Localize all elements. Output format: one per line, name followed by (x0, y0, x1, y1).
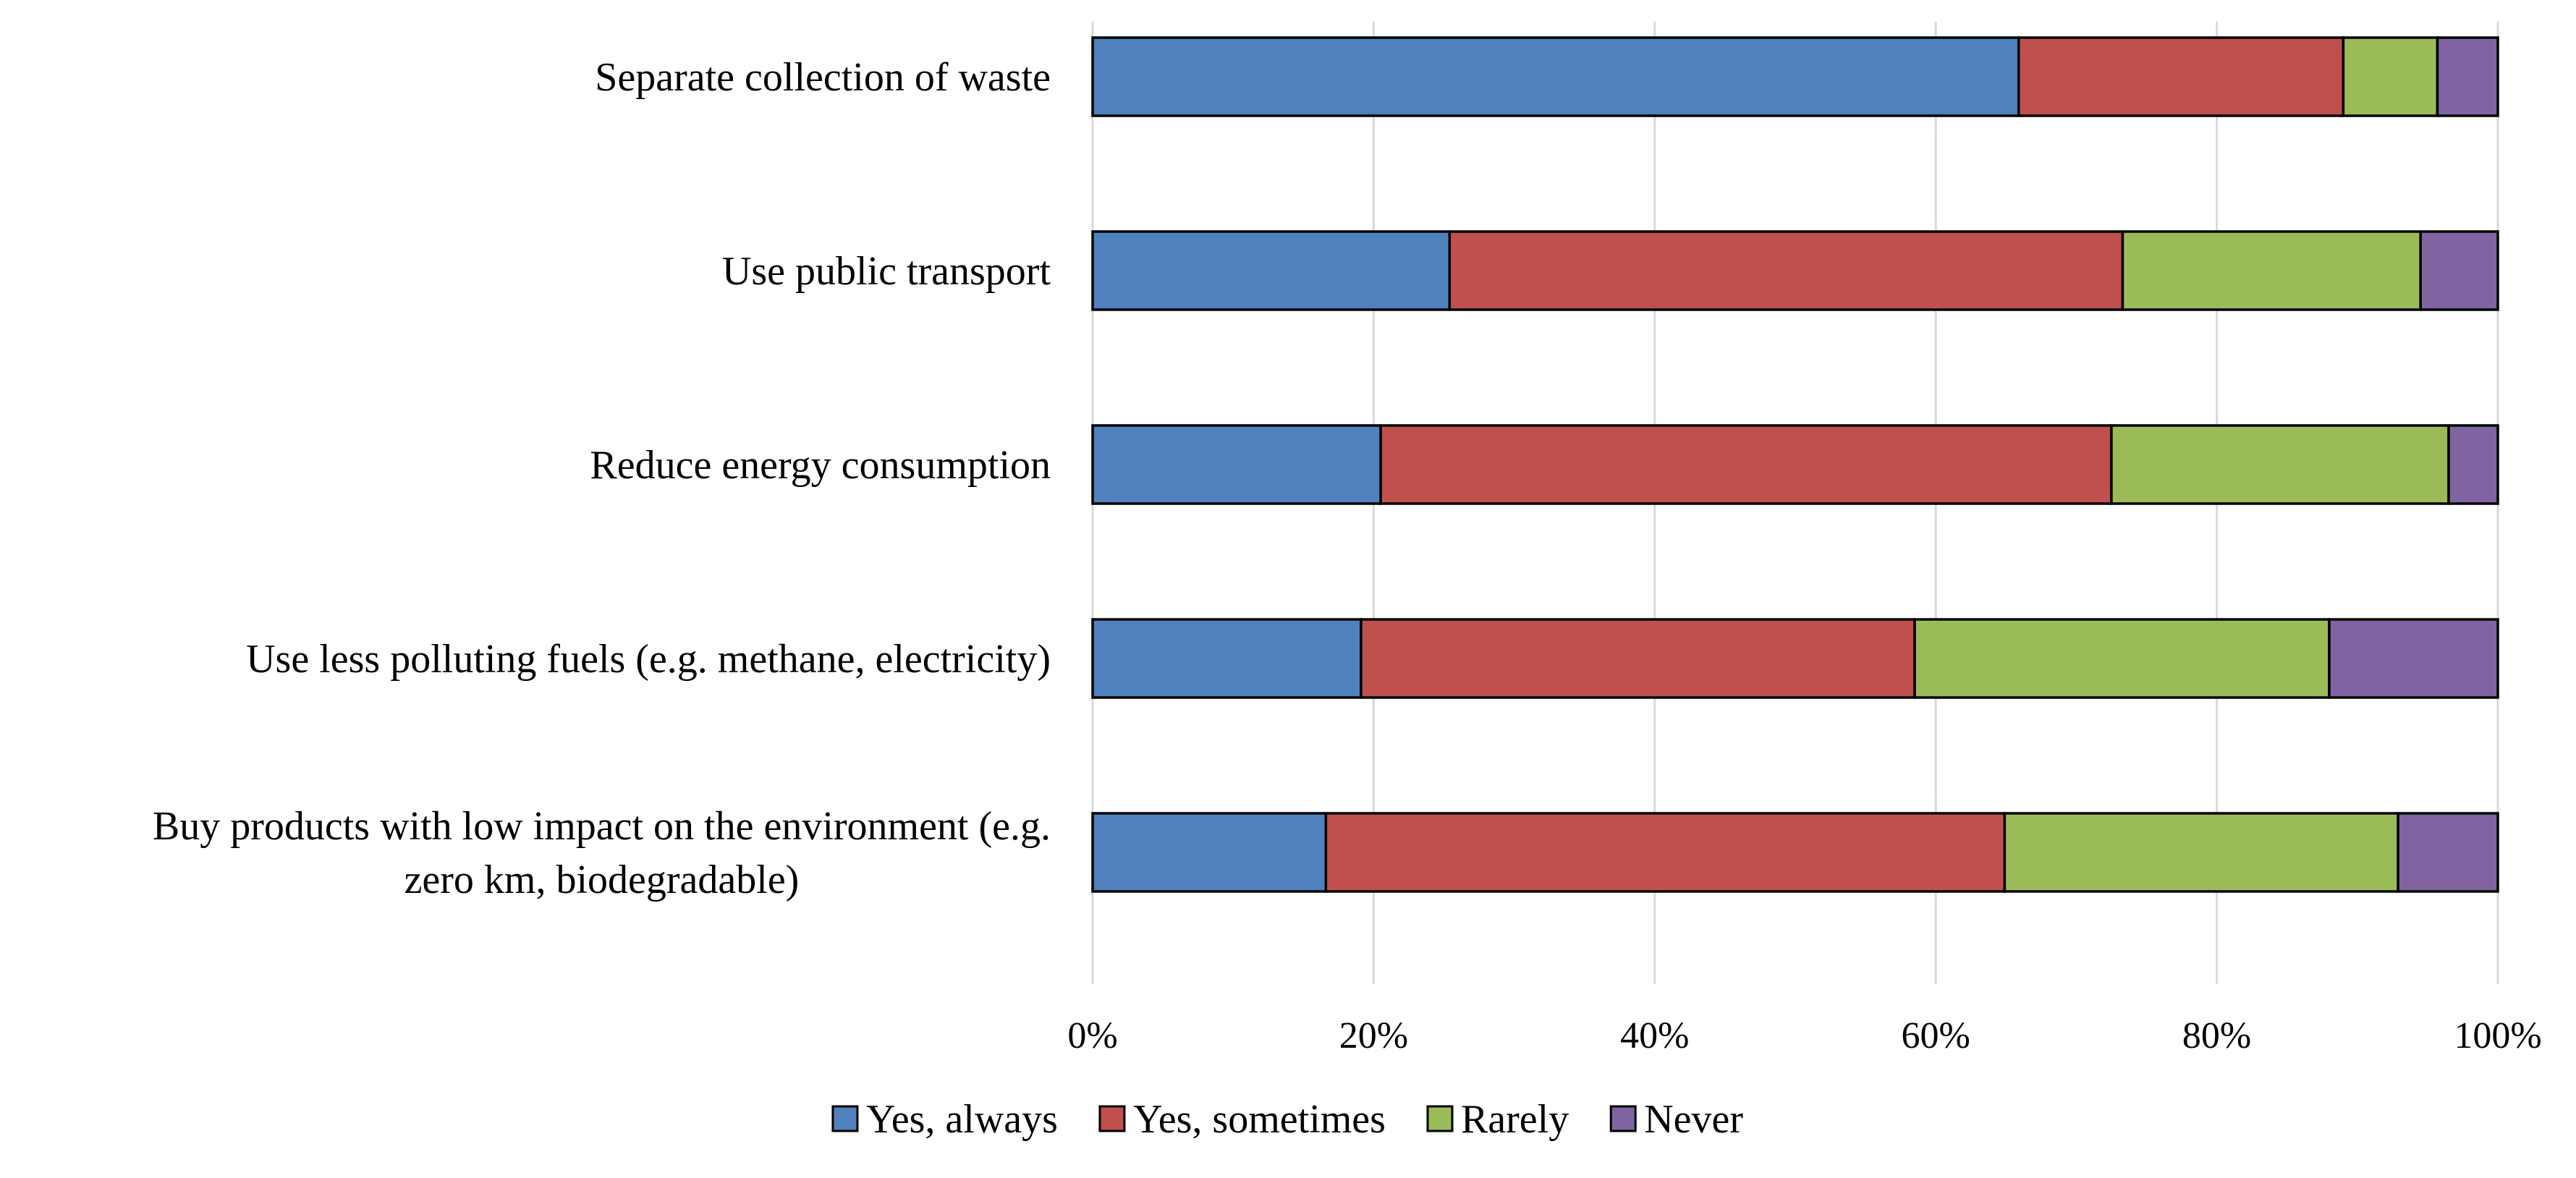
legend-label: Yes, sometimes (1133, 1097, 1386, 1142)
category-label: Use public transport (722, 249, 1051, 294)
legend-item: Yes, always (831, 1097, 1058, 1142)
bar-segment-never (2419, 230, 2499, 311)
bar-segment-rarely (2342, 36, 2439, 117)
bar-segment-never (2447, 424, 2499, 505)
x-tick-label: 80% (2182, 1015, 2251, 1056)
legend-label: Never (1644, 1097, 1743, 1142)
category-label: Separate collection of waste (595, 55, 1051, 100)
legend-swatch (1609, 1105, 1637, 1132)
bar-segment-yes-sometimes (1360, 618, 1916, 699)
bar-segment-never (2328, 618, 2499, 699)
bar-segment-yes-sometimes (1448, 230, 2124, 311)
x-tick-label: 100% (2454, 1015, 2541, 1056)
bar-segment-rarely (2110, 424, 2450, 505)
bar-segment-yes-sometimes (2017, 36, 2345, 117)
bar-segment-rarely (2121, 230, 2422, 311)
x-tick-label: 20% (1339, 1015, 1408, 1056)
category-label-line: zero km, biodegradable) (404, 857, 800, 902)
bar-segment-never (2436, 36, 2499, 117)
bar-segment-yes-sometimes (1324, 812, 2007, 893)
legend-swatch (1426, 1105, 1454, 1132)
category-label-line: Buy products with low impact on the envi… (153, 804, 1051, 849)
category-label: Buy products with low impact on the envi… (153, 804, 1051, 902)
category-labels: Separate collection of waste Use public t… (153, 55, 1051, 902)
bar-segment-never (2397, 812, 2499, 893)
bar-segment-yes-always (1091, 618, 1363, 699)
legend-label: Rarely (1461, 1097, 1569, 1142)
bar-segment-yes-always (1091, 36, 2020, 117)
legend-swatch (831, 1105, 859, 1132)
x-tick-label: 0% (1067, 1015, 1117, 1056)
bar-segment-rarely (2003, 812, 2399, 893)
x-tick-label: 40% (1620, 1015, 1689, 1056)
bar-segment-yes-sometimes (1379, 424, 2113, 505)
bars (1091, 36, 2499, 893)
legend-item: Never (1609, 1097, 1743, 1142)
legend-label: Yes, always (866, 1097, 1058, 1142)
bar-segment-yes-always (1091, 230, 1452, 311)
legend-item: Yes, sometimes (1098, 1097, 1386, 1142)
legend-item: Rarely (1426, 1097, 1569, 1142)
category-label: Reduce energy consumption (590, 443, 1051, 488)
category-label: Use less polluting fuels (e.g. methane, … (246, 637, 1051, 682)
bar-segment-yes-always (1091, 812, 1328, 893)
legend: Yes, always Yes, sometimes Rarely Never (831, 1097, 1743, 1142)
x-tick-label: 60% (1902, 1015, 1970, 1056)
x-axis-tick-labels: 0% 20% 40% 60% 80% 100% (1067, 1015, 2541, 1056)
bar-segment-rarely (1913, 618, 2331, 699)
legend-swatch (1098, 1105, 1126, 1132)
bar-segment-yes-always (1091, 424, 1382, 505)
